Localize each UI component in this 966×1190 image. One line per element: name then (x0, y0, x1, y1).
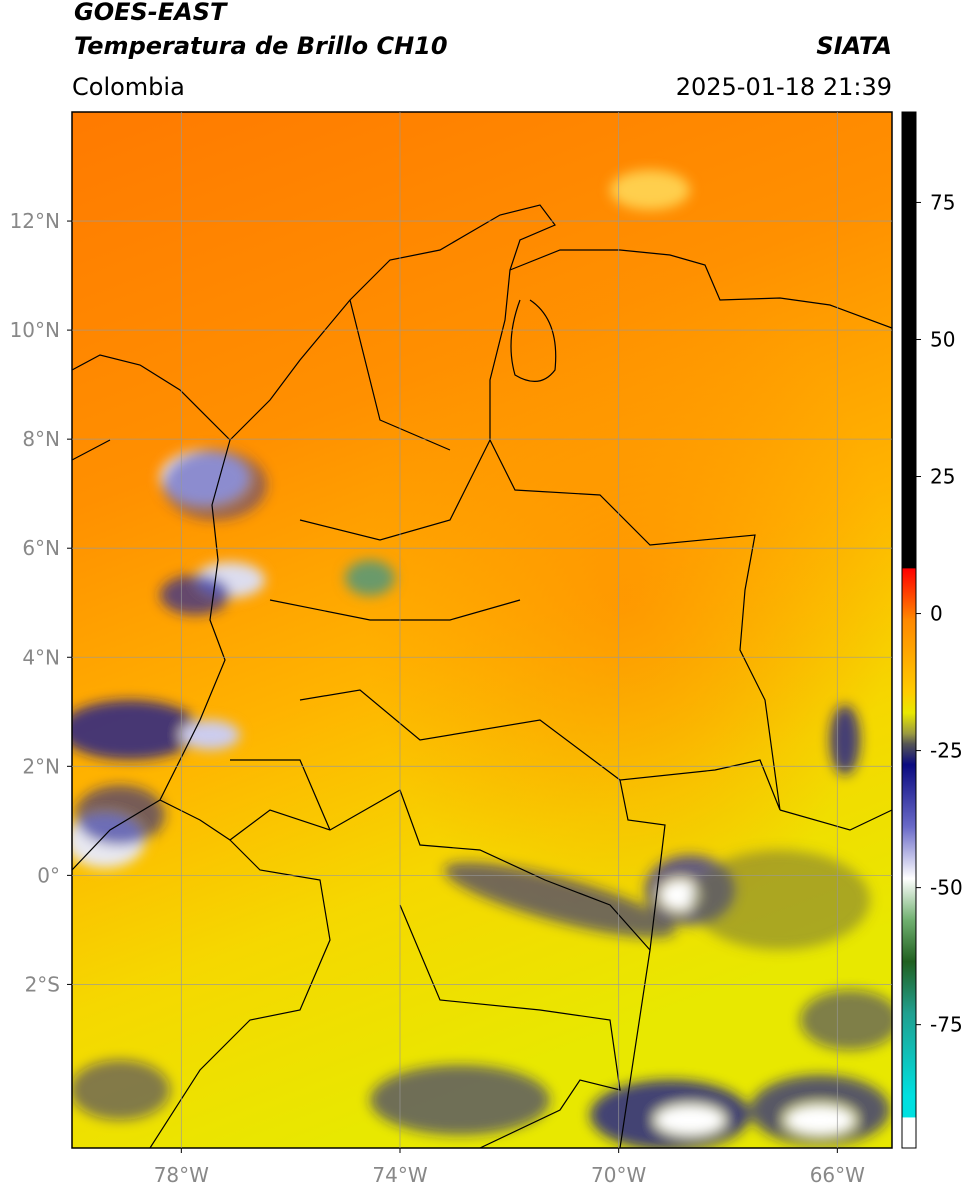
x-tick-label: 66°W (810, 1163, 865, 1187)
region: Colombia (72, 73, 185, 101)
colorbar-label: -50 (930, 876, 963, 900)
y-tick-label: 8°N (22, 427, 60, 451)
colorbar-label: 75 (930, 190, 955, 214)
colorbar-label: 25 (930, 465, 955, 489)
x-tick-label: 74°W (372, 1163, 427, 1187)
source: SIATA (816, 32, 892, 60)
colorbar-label: -75 (930, 1013, 963, 1037)
y-tick-label: 2°N (22, 754, 60, 778)
map-image (72, 112, 892, 1148)
map-frame (71, 111, 893, 1149)
colorbar-label: 50 (930, 327, 955, 351)
y-tick-label: 2°S (25, 972, 60, 996)
product: Temperatura de Brillo CH10 (74, 32, 448, 60)
colorbar (901, 111, 917, 1149)
y-tick-label: 4°N (22, 645, 60, 669)
y-tick-label: 0° (37, 863, 60, 887)
x-tick-label: 70°W (591, 1163, 646, 1187)
y-tick-label: 10°N (10, 318, 60, 342)
colorbar-label: 0 (930, 602, 943, 626)
satellite: GOES-EAST (74, 0, 228, 26)
timestamp: 2025-01-18 21:39 (676, 73, 892, 101)
y-tick-label: 6°N (22, 536, 60, 560)
colorbar-label: -25 (930, 739, 963, 763)
x-tick-label: 78°W (154, 1163, 209, 1187)
y-tick-label: 12°N (10, 209, 60, 233)
